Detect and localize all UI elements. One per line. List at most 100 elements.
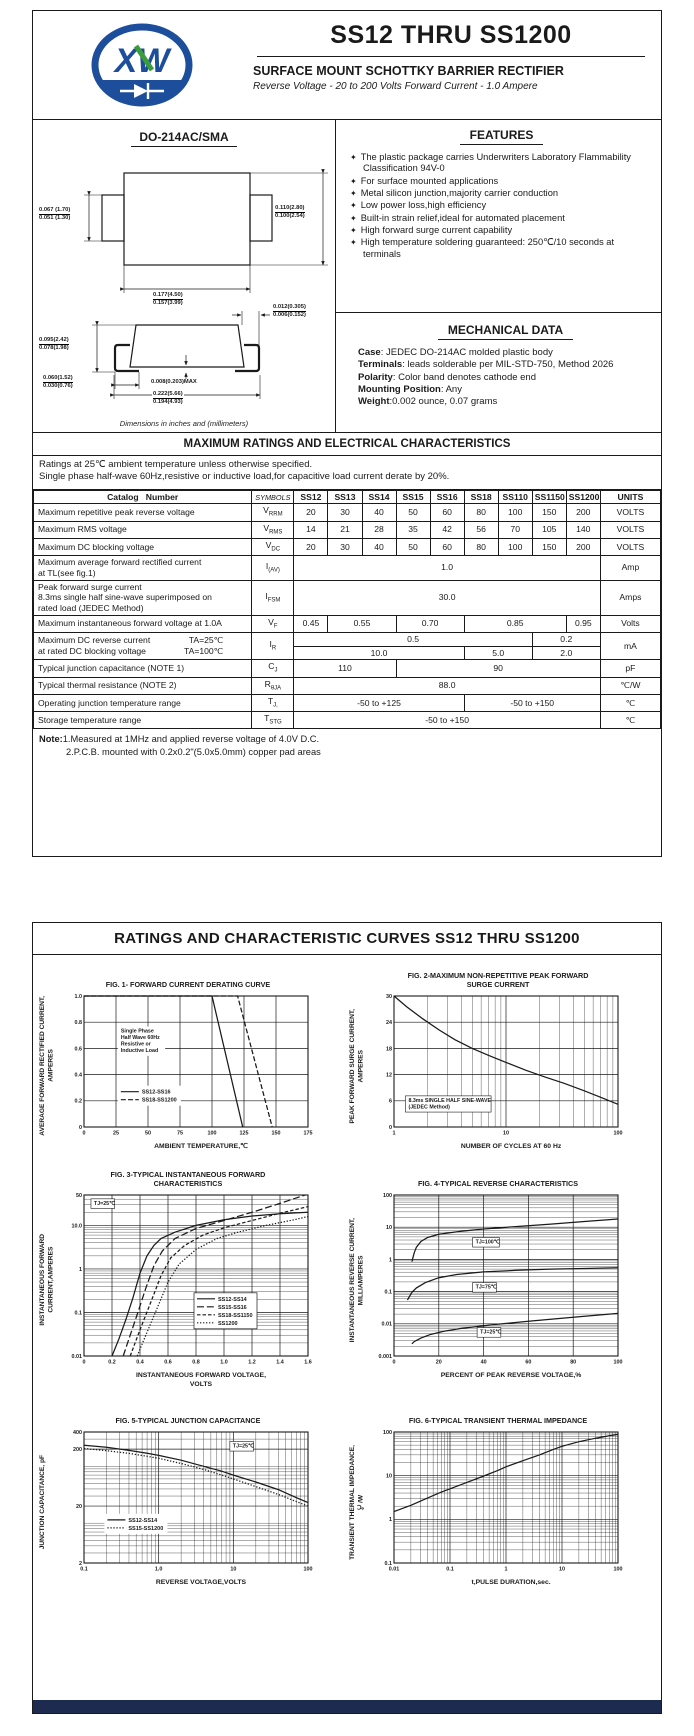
feature-item: ✦ The plastic package carries Underwriter… [350, 152, 653, 175]
mechanical-item-text: :0.002 ounce, 0.07 grams [389, 396, 498, 408]
svg-text:100: 100 [383, 1193, 392, 1199]
svg-text:TJ=25℃: TJ=25℃ [94, 1200, 115, 1207]
y-axis-label: AVERAGE FORWARD RECTIFIED CURRENT, AMPERE… [39, 996, 55, 1136]
y-axis-label: JUNCTION CAPACITANCE, pF [39, 1455, 46, 1550]
fig3-typical-instantaneous-forward-characteristics: FIG. 3-TYPICAL INSTANTANEOUS FORWARD CHAR… [39, 1170, 337, 1390]
figure-title: FIG. 2-MAXIMUM NON-REPETITIVE PEAK FORWA… [349, 971, 647, 989]
mechanical-item-label: Terminals [358, 359, 403, 371]
note-label: Note: [39, 734, 63, 745]
row-label: Maximum DC blocking voltage [32, 537, 253, 557]
mechanical-title: MECHANICAL DATA [437, 323, 574, 340]
row-label: Maximum RMS voltage [32, 520, 253, 539]
value-cell: 60 [429, 503, 465, 522]
device-header: SS14 [361, 489, 397, 505]
feature-text: High temperature soldering guaranteed: 2… [360, 237, 615, 259]
mechanical-item-text: : JEDEC DO-214AC molded plastic body [380, 347, 553, 358]
device-header: SS110 [497, 489, 533, 505]
logo-text: XW [113, 42, 173, 80]
value-cell: 0.95 [565, 614, 601, 633]
svg-text:0.1: 0.1 [385, 1561, 393, 1567]
device-header: SS13 [327, 489, 363, 505]
figure-title: FIG. 1- FORWARD CURRENT DERATING CURVE [39, 971, 337, 989]
units-header: UNITS [599, 489, 662, 505]
page-tagline: Reverse Voltage - 20 to 200 Volts Forwar… [253, 81, 538, 92]
header: XW SS12 THRU SS1200 SURFACE M [33, 11, 661, 120]
ratings-section-title: MAXIMUM RATINGS AND ELECTRICAL CHARACTER… [33, 433, 661, 456]
svg-text:175: 175 [304, 1131, 313, 1137]
svg-text:10: 10 [230, 1567, 236, 1573]
value-cell: 0.55 [327, 614, 397, 633]
unit-cell: ℃ [599, 693, 662, 713]
svg-text:100: 100 [614, 1359, 623, 1365]
unit-cell: VOLTS [599, 537, 662, 557]
unit-cell: ℃/W [599, 676, 662, 695]
value-cell: 70 [497, 520, 533, 539]
svg-text:24: 24 [386, 1020, 392, 1026]
fig6-typical-transient-thermal-impedance: FIG. 6-TYPICAL TRANSIENT THERMAL IMPEDAN… [349, 1407, 647, 1588]
unit-cell: Amps [599, 579, 662, 616]
fig1-forward-current-derating-curve: FIG. 1- FORWARD CURRENT DERATING CURVE AV… [39, 971, 337, 1152]
svg-text:0.1: 0.1 [80, 1567, 88, 1573]
figure-title-line: FIG. 5-TYPICAL JUNCTION CAPACITANCE [115, 1416, 261, 1426]
svg-text:10: 10 [559, 1567, 565, 1573]
svg-text:1.2: 1.2 [248, 1359, 256, 1365]
package-caption: Dimensions in inches and (millimeters) [119, 419, 249, 428]
svg-text:Inductive Load: Inductive Load [121, 1048, 158, 1054]
unit-cell: ℃ [599, 711, 662, 730]
row-label-line: Peak forward surge current [38, 581, 142, 592]
dimension-label-term-t: 0.012(0.305) 0.006(0.152) [272, 304, 307, 319]
value-cell: 150 [531, 503, 567, 522]
row-label: Storage temperature range [32, 711, 253, 730]
device-header: SS18 [463, 489, 499, 505]
mechanical-item-text: : Any [440, 384, 462, 396]
svg-text:100: 100 [383, 1430, 392, 1436]
feature-text: Built-in strain relief,ideal for automat… [360, 212, 565, 223]
row-symbol: TJ, [251, 693, 295, 713]
unit-cell: Volts [599, 614, 662, 633]
page2-panel: RATINGS AND CHARACTERISTIC CURVES SS12 T… [32, 922, 662, 1714]
svg-text:0.001: 0.001 [379, 1354, 393, 1360]
row-label: Maximum instantaneous forward voltage at… [32, 614, 253, 633]
value-cell: 5.0 [463, 645, 533, 661]
value-cell: 88.0 [293, 676, 601, 695]
plot-fig2-max-non-repetitive-peak-forward-surge-current: 1 10 100 0 6 12 18 24 30 8.3ms SINGLE HALF SINE-W… [386, 994, 623, 1137]
mechanical-item-label: Weight [358, 396, 390, 408]
row-label-line: Maximum repetitive peak reverse voltage [38, 507, 195, 518]
svg-text:SS12-SS14: SS12-SS14 [218, 1297, 248, 1303]
symbols-header: SYMBOLS [251, 489, 295, 505]
row-symbol: IR [251, 631, 295, 661]
package-canvas: 0.067 (1.70) 0.051 (1.30) 0.110(2.80) 0.100… [36, 149, 332, 406]
svg-text:SS18-SS1150: SS18-SS1150 [218, 1313, 253, 1319]
row-label-line: 8.3ms single half sine-wave superimposed… [38, 592, 212, 603]
mechanical-item: Case: JEDEC DO-214AC molded plastic body [358, 347, 653, 359]
y-axis-label: PEAK FORWARD SURGE CURRENT, AMPERES [349, 1008, 365, 1124]
row-symbol: VF [251, 614, 295, 633]
svg-text:1: 1 [389, 1257, 392, 1263]
value-cell: 150 [531, 537, 567, 557]
value-cell: 2.0 [531, 645, 601, 661]
svg-text:0: 0 [393, 1359, 396, 1365]
value-cell: 0.85 [463, 614, 567, 633]
ratings-table: Catalog Number SYMBOLS SS12 SS13 SS14 SS15 SS1… [32, 489, 662, 730]
svg-text:0.4: 0.4 [75, 1073, 83, 1079]
figure-body: AVERAGE FORWARD RECTIFIED CURRENT, AMPERE… [39, 991, 337, 1141]
row-symbol: VDC [251, 537, 295, 557]
feature-item: ✦ Built-in strain relief,ideal for automa… [350, 213, 653, 224]
svg-text:0.01: 0.01 [382, 1322, 393, 1328]
device-header: SS1200 [565, 489, 601, 505]
table-row: Peak forward surge current 8.3ms single h… [32, 579, 662, 616]
value-cell: -50 to +125 [293, 693, 465, 713]
svg-text:TJ=75℃: TJ=75℃ [476, 1283, 497, 1290]
plot-fig1-forward-current-derating-curve: 0 25 50 75 100 125 150 175 0 0.2 0.4 0.6 0.8 1.0 Singl… [75, 994, 313, 1137]
y-axis-label: TRANSIENT THERMAL IMPEDANCE, ℃/W [349, 1445, 365, 1560]
row-symbol: TSTG [251, 711, 295, 730]
row-symbol: RθJA [251, 676, 295, 695]
row-label-line: Typical thermal resistance (NOTE 2) [38, 680, 177, 691]
row-label: Maximum average forward rectified curren… [32, 555, 253, 581]
svg-text:Single Phase: Single Phase [121, 1028, 154, 1034]
row-symbol: VRRM [251, 503, 295, 522]
svg-text:200: 200 [73, 1448, 82, 1454]
svg-text:100: 100 [208, 1131, 217, 1137]
svg-text:100: 100 [614, 1567, 623, 1573]
svg-text:0.2: 0.2 [75, 1099, 83, 1105]
